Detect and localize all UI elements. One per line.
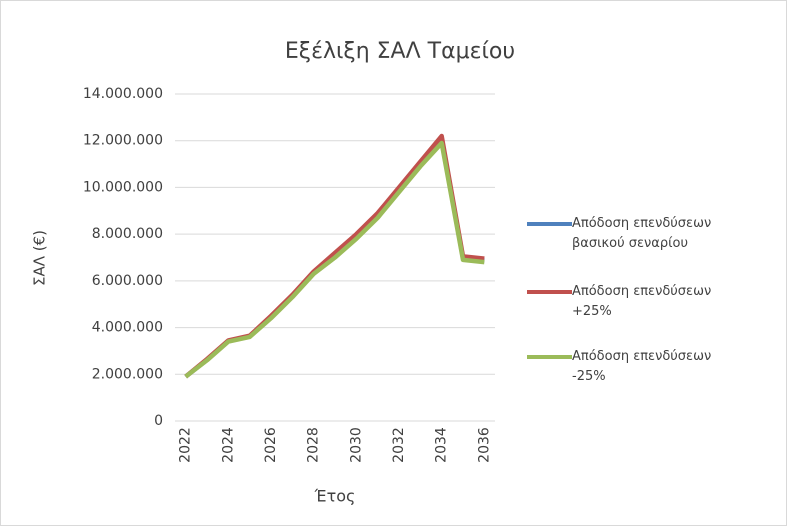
x-tick-label: 2024 bbox=[220, 427, 236, 463]
x-tick-label: 2036 bbox=[476, 427, 492, 463]
y-tick-label: 6.000.000 bbox=[92, 273, 163, 289]
y-tick-label: 10.000.000 bbox=[83, 179, 163, 195]
chart-title: Εξέλιξη ΣΑΛ Ταμείου bbox=[285, 39, 515, 64]
legend-swatch bbox=[527, 290, 572, 294]
y-axis-label: ΣΑΛ (€) bbox=[31, 230, 49, 286]
x-tick-label: 2028 bbox=[306, 427, 322, 463]
legend-label: Απόδοση επενδύσεων +25% bbox=[572, 284, 712, 319]
x-axis-label: Έτος bbox=[314, 487, 356, 506]
legend-swatch bbox=[527, 222, 572, 226]
legend-swatch bbox=[527, 355, 572, 359]
y-tick-label: 8.000.000 bbox=[92, 226, 163, 242]
x-tick-label: 2030 bbox=[348, 427, 364, 463]
x-tick-label: 2026 bbox=[263, 427, 279, 463]
y-tick-label: 12.000.000 bbox=[83, 133, 163, 149]
legend-item: Απόδοση επενδύσεων -25% bbox=[527, 347, 747, 387]
y-tick-label: 4.000.000 bbox=[92, 320, 163, 336]
y-tick-label: 14.000.000 bbox=[83, 86, 163, 102]
y-tick-label: 2.000.000 bbox=[92, 366, 163, 382]
x-tick-label: 2034 bbox=[434, 427, 450, 463]
legend-label: Απόδοση επενδύσεων -25% bbox=[572, 349, 712, 384]
series-line bbox=[184, 140, 485, 379]
x-tick-label: 2022 bbox=[178, 427, 194, 463]
legend-item: Απόδοση επενδύσεων +25% bbox=[527, 282, 747, 322]
x-tick-label: 2032 bbox=[391, 427, 407, 463]
y-tick-label: 0 bbox=[154, 413, 163, 429]
legend-label: Απόδοση επενδύσεων βασικού σεναρίου bbox=[572, 216, 712, 251]
legend-item: Απόδοση επενδύσεων βασικού σεναρίου bbox=[527, 214, 747, 254]
